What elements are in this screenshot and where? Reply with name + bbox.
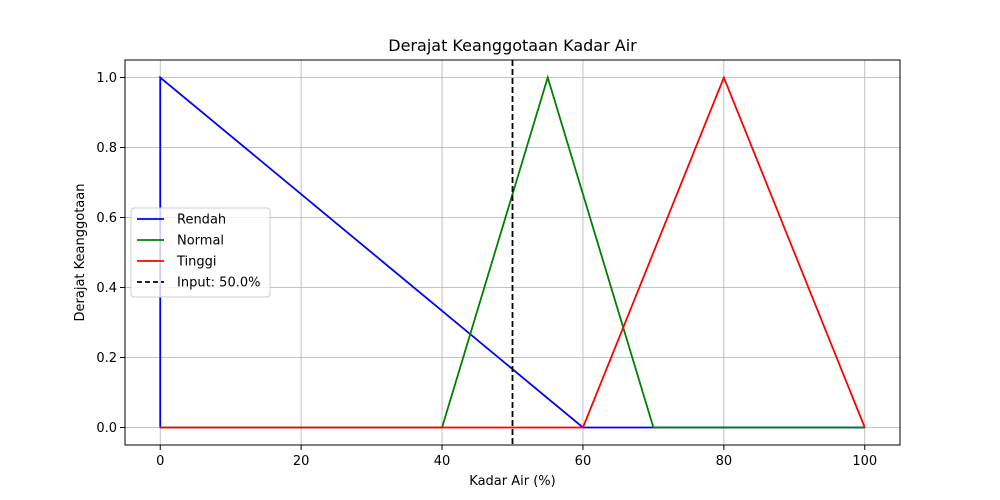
y-tick-label: 0.6: [96, 211, 117, 226]
legend: Rendah Normal Tinggi Input: 50.0%: [130, 207, 271, 298]
x-tick-label: 40: [434, 454, 451, 469]
legend-label: Normal: [177, 234, 224, 249]
y-tick-label: 0.4: [96, 281, 117, 296]
legend-box: [130, 207, 271, 298]
x-tick-label: 100: [852, 454, 877, 469]
x-tick-label: 60: [575, 454, 592, 469]
plot-frame: [124, 59, 901, 446]
legend-label: Tinggi: [176, 255, 217, 270]
y-tick-label: 0.0: [96, 421, 117, 436]
series-line-tinggi: [160, 75, 866, 429]
legend-label: Input: 50.0%: [177, 276, 260, 291]
x-tick-label: 20: [293, 454, 310, 469]
chart-title: Derajat Keanggotaan Kadar Air: [388, 36, 637, 55]
y-tick-label: 0.2: [96, 351, 117, 366]
y-axis-label: Derajat Keanggotaan: [73, 184, 88, 322]
x-tick-label: 0: [156, 454, 164, 469]
y-tick-label: 1.0: [96, 71, 117, 86]
x-tick-label: 80: [716, 454, 733, 469]
y-axis-ticks: 0.0 0.2 0.4 0.6 0.8 1.0: [96, 71, 125, 436]
x-axis-label: Kadar Air (%): [469, 474, 555, 489]
x-axis-ticks: 0 20 40 60 80 100: [156, 445, 877, 469]
y-tick-label: 0.8: [96, 141, 117, 156]
legend-label: Rendah: [177, 213, 226, 228]
